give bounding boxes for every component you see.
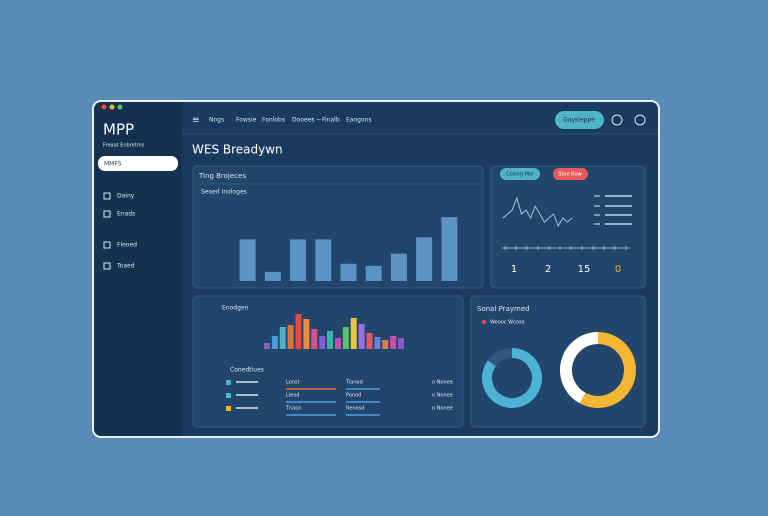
row-icon (226, 393, 231, 398)
dot (101, 104, 107, 110)
nav-item[interactable]: Fleoed (117, 242, 137, 249)
bar (290, 239, 307, 281)
panel-title: Sonal Praymed (477, 305, 530, 313)
row-cell: Tnaon (285, 406, 302, 412)
nav-item[interactable]: Dainy (117, 193, 135, 200)
bar (382, 340, 389, 349)
bar (279, 327, 286, 349)
brand: MPP (103, 121, 134, 139)
bar (350, 318, 357, 349)
row-cell: Lonst (286, 380, 300, 386)
bar (327, 331, 334, 349)
nav-icon[interactable] (103, 192, 111, 200)
nav-item[interactable]: Enads (117, 211, 135, 218)
tagline: Freaat Enbretms (103, 143, 145, 149)
nav-active-label[interactable]: MMFS (104, 161, 122, 168)
bar (398, 338, 405, 349)
bar (263, 343, 270, 349)
dot (117, 104, 123, 110)
page-title: WES Breadywn (192, 143, 283, 157)
panel (470, 295, 646, 428)
nav-link[interactable]: Dooees ~ (292, 117, 321, 124)
nav-icon[interactable] (103, 210, 111, 218)
bar (366, 333, 373, 349)
row-cell: o Nonee (432, 380, 453, 386)
status-button[interactable] (500, 168, 540, 180)
bar (319, 336, 326, 349)
bar (334, 338, 341, 349)
row-cell: Lieod (286, 393, 299, 399)
icon[interactable] (634, 114, 646, 126)
dot (109, 104, 115, 110)
bar (358, 324, 365, 349)
status-button[interactable] (553, 168, 588, 180)
bar (271, 336, 278, 349)
row-cell: o Nonee (432, 393, 453, 399)
nav-link[interactable]: Fowsie (236, 117, 257, 124)
bar (390, 336, 397, 349)
nav-link[interactable]: Finalb (322, 117, 340, 124)
sidebar (94, 102, 182, 436)
donut-segment (487, 348, 513, 367)
bar (365, 265, 382, 281)
line (502, 196, 573, 228)
bar (264, 271, 281, 281)
bar (374, 337, 381, 349)
row-icon (226, 406, 231, 411)
nav-active[interactable] (98, 156, 178, 171)
legend-dot (482, 320, 486, 324)
bar (239, 239, 256, 281)
status-button-label[interactable]: Stoe Bow (558, 172, 581, 178)
kpi: 15 (578, 264, 591, 275)
bar (342, 327, 349, 349)
donut-segment (482, 348, 542, 408)
row-icon (226, 380, 231, 385)
bar (315, 239, 332, 281)
panel (192, 295, 464, 428)
nav-link[interactable]: Fonlobs (262, 117, 285, 124)
row-cell: o Nonee (432, 406, 453, 412)
bar (311, 329, 318, 349)
bar (340, 263, 357, 281)
bar (303, 319, 310, 349)
nav-icon[interactable] (103, 241, 111, 249)
panel-title: Enodgen (222, 305, 249, 312)
row-cell: Renosd (346, 406, 364, 412)
bar (287, 325, 294, 349)
panel-subtitle: Seoed Inologes (201, 189, 247, 196)
bar (441, 217, 458, 281)
panel (192, 165, 484, 289)
kpi: 1 (511, 264, 517, 275)
bar (295, 314, 302, 349)
menu-icon[interactable]: ≡ (192, 116, 200, 126)
panel-title: Ting Brojeces (198, 172, 246, 180)
nav-link[interactable]: Eaogons (346, 117, 372, 124)
nav-icon[interactable] (103, 262, 111, 270)
header-button[interactable] (555, 111, 604, 129)
header-button-label[interactable]: Gaysieppe (563, 117, 595, 124)
bar (416, 237, 433, 281)
kpi: 0 (615, 264, 621, 275)
nav-item[interactable]: Toaed (116, 263, 135, 270)
kpi: 2 (545, 264, 551, 275)
donut-segment (579, 332, 636, 408)
donut-segment (560, 332, 599, 404)
bar (390, 253, 407, 281)
legend: Weooc Wcose (490, 320, 525, 326)
row-cell: Ponod (346, 393, 361, 399)
status-button-label[interactable]: Cceing Mor (506, 172, 535, 178)
nav-link[interactable]: Nogs (209, 117, 224, 124)
list-title: Conedtiues (230, 367, 264, 374)
row-cell: Tianod (345, 380, 363, 386)
icon[interactable] (611, 114, 623, 126)
